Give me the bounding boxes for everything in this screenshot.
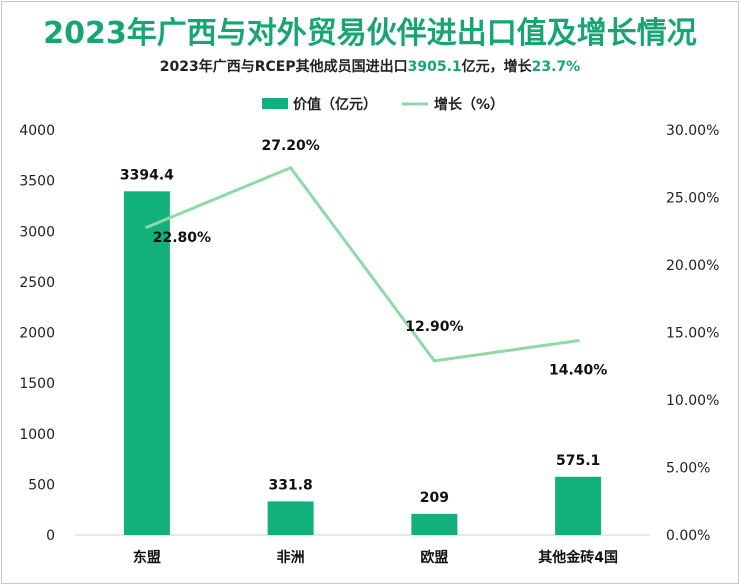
y-left-tick-label: 1000 <box>19 427 55 443</box>
bar <box>267 501 314 535</box>
subtitle-middle: 亿元，增长 <box>461 59 532 75</box>
y-left-tick-label: 4000 <box>19 123 55 139</box>
x-category-label: 东盟 <box>133 549 161 566</box>
bar <box>411 513 458 535</box>
y-right-tick-label: 10.00% <box>666 393 719 409</box>
x-category-label: 非洲 <box>277 549 305 566</box>
y-left-tick-label: 3000 <box>19 224 55 240</box>
y-right-tick-label: 30.00% <box>666 123 719 139</box>
y-right-tick-label: 20.00% <box>666 258 719 274</box>
subtitle-growth: 23.7% <box>531 59 581 75</box>
growth-point <box>145 225 149 229</box>
legend-line-label: 增长（%） <box>434 96 504 113</box>
y-left-tick-label: 3500 <box>19 174 55 190</box>
growth-value-label: 22.80% <box>153 230 211 246</box>
y-right-tick-label: 25.00% <box>666 191 719 207</box>
bar-value-label: 209 <box>420 490 449 506</box>
x-category-label: 欧盟 <box>420 549 448 566</box>
y-right-tick-label: 15.00% <box>666 326 719 342</box>
bar-value-label: 575.1 <box>556 453 600 469</box>
subtitle-prefix: 2023年广西与RCEP其他成员国进出口 <box>159 59 408 75</box>
growth-value-label: 12.90% <box>405 319 463 335</box>
chart-title: 2023年广西与对外贸易伙伴进出口值及增长情况 <box>43 16 697 51</box>
growth-value-label: 27.20% <box>261 138 319 154</box>
bar <box>555 476 602 535</box>
y-left-tick-label: 500 <box>28 477 55 493</box>
y-left-tick-label: 2000 <box>19 326 55 342</box>
legend-bar-label: 价值（亿元） <box>293 96 377 113</box>
growth-point <box>432 359 436 363</box>
y-left-tick-label: 2500 <box>19 275 55 291</box>
y-right-tick-label: 5.00% <box>666 461 710 477</box>
subtitle-value: 3905.1 <box>407 59 462 75</box>
bar-value-label: 3394.4 <box>120 167 174 183</box>
y-left-tick-label: 1500 <box>19 376 55 392</box>
y-left-tick-label: 0 <box>46 528 55 544</box>
bar <box>123 191 170 535</box>
growth-point <box>576 339 580 343</box>
legend-bar-swatch <box>262 98 288 109</box>
growth-value-label: 14.40% <box>549 363 607 379</box>
bar-value-label: 331.8 <box>268 477 312 493</box>
growth-line <box>146 166 579 363</box>
y-right-tick-label: 0.00% <box>666 528 710 544</box>
x-category-label: 其他金砖4国 <box>538 549 618 566</box>
growth-point <box>289 166 293 170</box>
chart-subtitle: 2023年广西与RCEP其他成员国进出口3905.1亿元，增长23.7% <box>0 56 740 76</box>
